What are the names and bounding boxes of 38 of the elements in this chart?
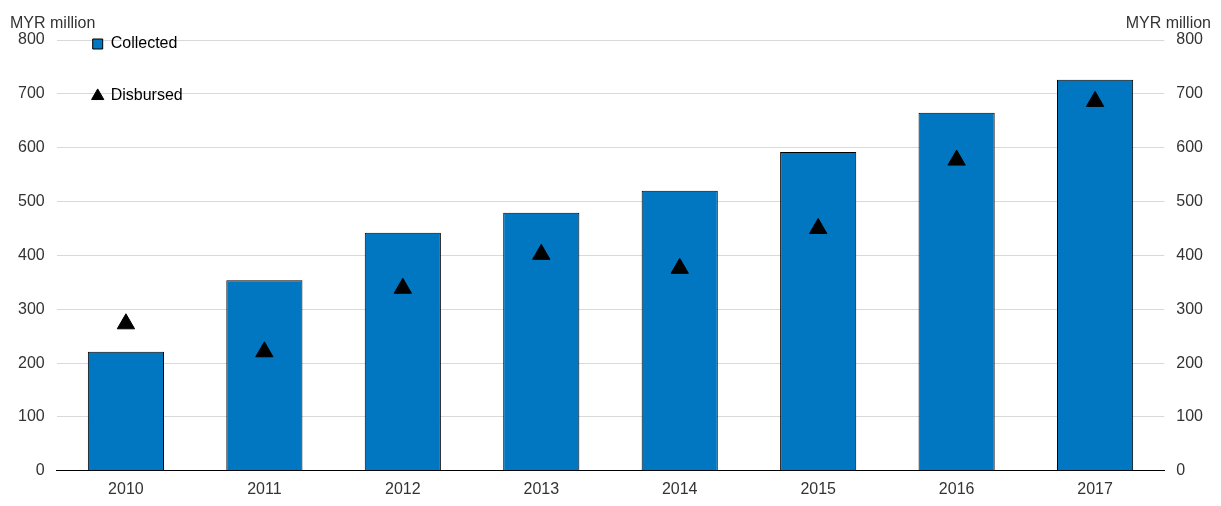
y2-axis-title: MYR million [1125,14,1211,31]
point [809,217,828,234]
y-tick-label: 100 [17,407,45,425]
point [1085,90,1105,107]
y2-tick-label: 600 [1176,138,1204,156]
point [116,313,136,330]
y-tick-label: 500 [17,191,45,209]
x-tick-label: 2014 [661,479,698,497]
y-tick-label: 700 [17,84,45,102]
y-tick-label: 600 [17,138,45,156]
y-tick-label: 200 [17,353,45,371]
point [947,149,966,166]
point [393,277,412,294]
y2-tick-label: 800 [1176,30,1204,48]
y-axis-title: MYR million [10,14,96,31]
y-tick-label: 0 [35,461,45,479]
legend-label: Collected [110,34,178,52]
y2-tick-label: 300 [1176,299,1204,317]
x-tick-label: 2010 [108,479,144,497]
point [532,243,551,260]
y-tick-label: 400 [17,245,45,263]
x-tick-label: 2012 [385,479,421,497]
x-tick-label: 2011 [247,479,282,497]
y2-tick-label: 500 [1176,191,1204,209]
point [670,257,689,274]
y2-tick-label: 0 [1176,461,1186,479]
x-tick-label: 2017 [1077,479,1113,497]
y2-tick-label: 400 [1176,245,1204,263]
legend-label: Disbursed [110,86,183,104]
y2-tick-label: 200 [1176,353,1204,371]
y2-tick-label: 700 [1176,84,1204,102]
y2-tick-label: 100 [1176,407,1204,425]
x-tick-label: 2016 [938,479,975,497]
y-tick-label: 300 [17,299,45,317]
point [255,341,274,358]
x-tick-label: 2013 [523,479,560,497]
y-tick-label: 800 [17,30,45,48]
x-tick-label: 2015 [800,479,837,497]
